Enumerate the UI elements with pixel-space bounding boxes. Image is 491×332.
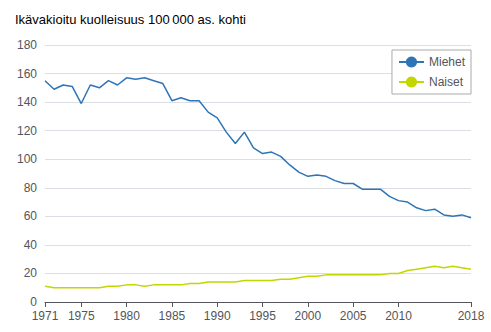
- svg-text:Ikävakioitu kuolleisuus 100 00: Ikävakioitu kuolleisuus 100 000 as. koht…: [15, 12, 246, 27]
- svg-text:40: 40: [24, 238, 38, 252]
- svg-text:100: 100: [17, 152, 37, 166]
- svg-text:0: 0: [30, 295, 37, 309]
- svg-text:120: 120: [17, 124, 37, 138]
- svg-text:60: 60: [24, 209, 38, 223]
- svg-text:Miehet: Miehet: [429, 55, 466, 69]
- svg-text:140: 140: [17, 95, 37, 109]
- svg-text:1980: 1980: [113, 309, 140, 323]
- svg-text:20: 20: [24, 266, 38, 280]
- svg-text:1985: 1985: [159, 309, 186, 323]
- svg-text:1990: 1990: [204, 309, 231, 323]
- svg-text:80: 80: [24, 181, 38, 195]
- svg-text:2018: 2018: [458, 309, 485, 323]
- svg-text:Naiset: Naiset: [429, 75, 464, 89]
- svg-text:180: 180: [17, 38, 37, 52]
- svg-text:2000: 2000: [294, 309, 321, 323]
- svg-text:1995: 1995: [249, 309, 276, 323]
- svg-text:1975: 1975: [68, 309, 95, 323]
- svg-text:1971: 1971: [32, 309, 59, 323]
- svg-text:2010: 2010: [385, 309, 412, 323]
- svg-text:2005: 2005: [340, 309, 367, 323]
- svg-text:160: 160: [17, 67, 37, 81]
